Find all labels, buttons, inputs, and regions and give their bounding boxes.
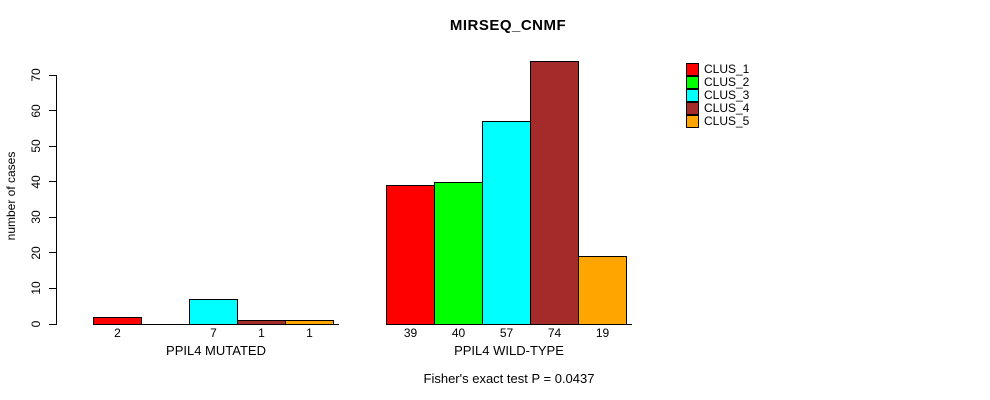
legend-label: CLUS_3 [704,88,750,102]
legend-swatch-icon [686,76,699,89]
y-tick-mark [49,110,56,112]
y-tick-label: 30 [29,210,43,224]
bar-value-row: 2 7 1 1 [93,326,339,340]
y-tick-label: 0 [29,320,43,328]
legend-item: CLUS_2 [686,76,749,89]
chart-title: MIRSEQ_CNMF [449,17,567,34]
legend-swatch-icon [686,63,699,76]
y-tick-mark [49,216,56,218]
legend-swatch-icon [686,102,699,115]
bar-clus_5 [578,256,627,324]
bar-clus_3 [189,299,238,324]
legend-item: CLUS_3 [686,89,749,102]
legend-label: CLUS_5 [704,114,750,128]
annotation-text: Fisher's exact test P = 0.0437 [423,371,595,386]
y-tick-mark [49,74,56,76]
legend: CLUS_1 CLUS_2 CLUS_3 CLUS_4 CLUS_5 [686,63,749,128]
bar-value-label: 7 [210,326,217,340]
bar-clus_4 [237,320,286,324]
y-tick-mark [49,287,56,289]
y-tick-label: 20 [29,246,43,260]
bar-value-label: 57 [499,326,514,340]
bar-value-label: 40 [451,326,466,340]
y-tick-label: 10 [29,281,43,296]
bar-value-label: 1 [258,326,265,340]
y-tick-mark [49,145,56,147]
y-tick-label: 40 [29,175,43,189]
legend-label: CLUS_1 [704,62,750,76]
bar-value-row: 39 40 57 74 19 [386,326,632,340]
bar-clus_1 [386,185,435,324]
bar-value-label: 39 [403,326,418,340]
bar-clus_3 [482,121,531,324]
y-tick-label: 60 [29,103,43,118]
bar-group [93,42,339,325]
bar-clus_1 [93,317,142,324]
bar-clus_4 [530,61,579,324]
y-tick-mark [49,181,56,183]
legend-swatch-icon [686,89,699,102]
y-tick-mark [49,252,56,254]
legend-item: CLUS_1 [686,63,749,76]
bar-value-label: 1 [306,326,313,340]
bar-clus_2 [434,182,483,324]
y-tick-label: 70 [29,68,43,82]
legend-item: CLUS_4 [686,102,749,115]
y-axis-label: number of cases [4,151,18,241]
legend-label: CLUS_4 [704,101,750,115]
group-label: PPIL4 MUTATED [166,343,266,358]
bar-group [386,42,632,325]
legend-item: CLUS_5 [686,115,749,128]
bar-value-label [141,326,190,340]
legend-label: CLUS_2 [704,75,750,89]
bar-value-label: 2 [114,326,121,340]
y-tick-label: 50 [29,139,43,153]
y-tick-mark [49,323,56,325]
group-label: PPIL4 WILD-TYPE [454,343,564,358]
y-axis-line [56,75,57,325]
bar-clus_5 [285,320,334,324]
bar-value-label: 19 [595,326,610,340]
bar-value-label: 74 [547,326,562,340]
legend-swatch-icon [686,115,699,128]
